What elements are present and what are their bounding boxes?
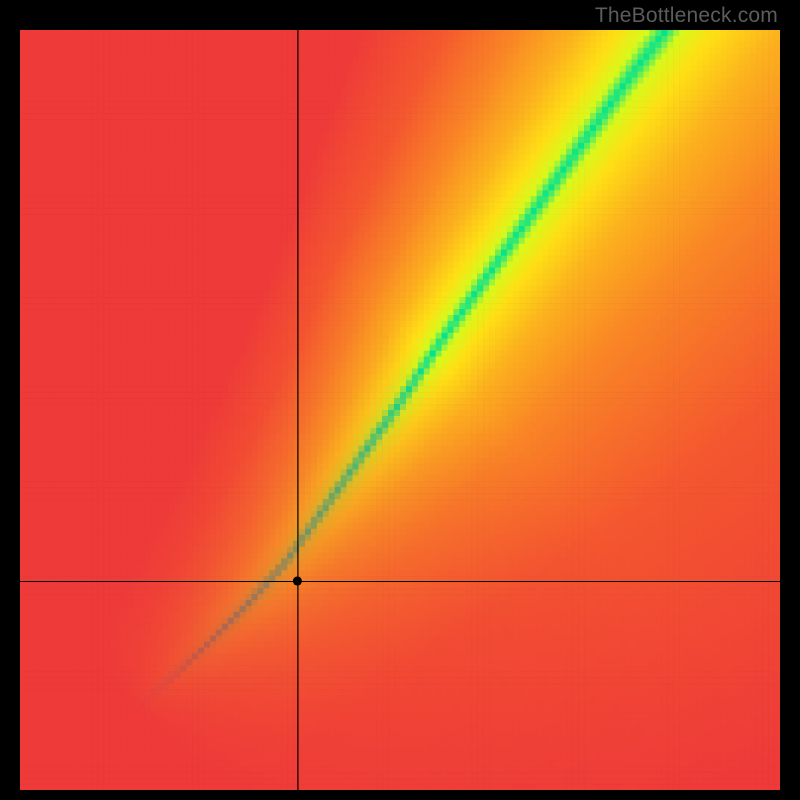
heatmap-canvas xyxy=(20,30,780,790)
chart-container: TheBottleneck.com xyxy=(0,0,800,800)
watermark-text: TheBottleneck.com xyxy=(595,4,778,28)
